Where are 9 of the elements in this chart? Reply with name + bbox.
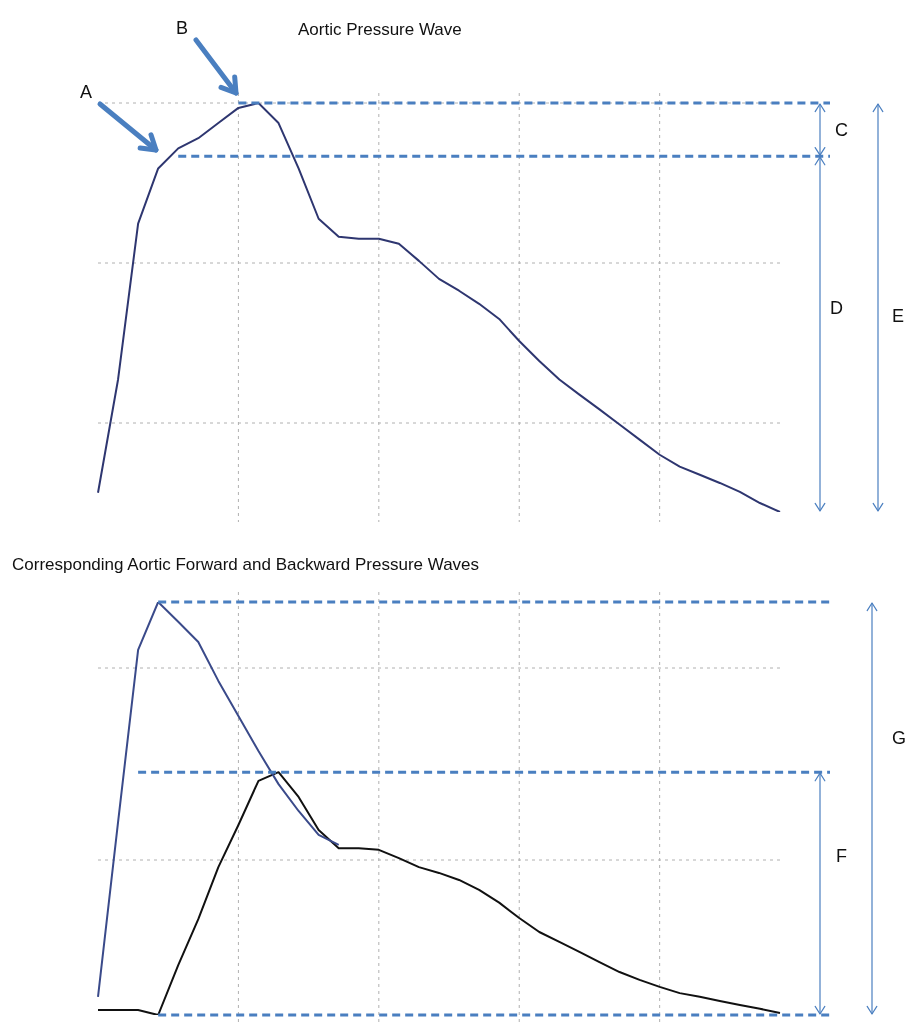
text: D [830, 298, 843, 319]
text: E [892, 306, 905, 327]
text: G [892, 728, 907, 749]
text: B [176, 18, 189, 39]
text: C [835, 120, 848, 141]
text: A [80, 82, 93, 103]
text: F [836, 846, 847, 867]
chart-title: Aortic Pressure Wave [298, 20, 462, 40]
chart-title: Corresponding Aortic Forward and Backward Pressure Waves [12, 555, 480, 575]
